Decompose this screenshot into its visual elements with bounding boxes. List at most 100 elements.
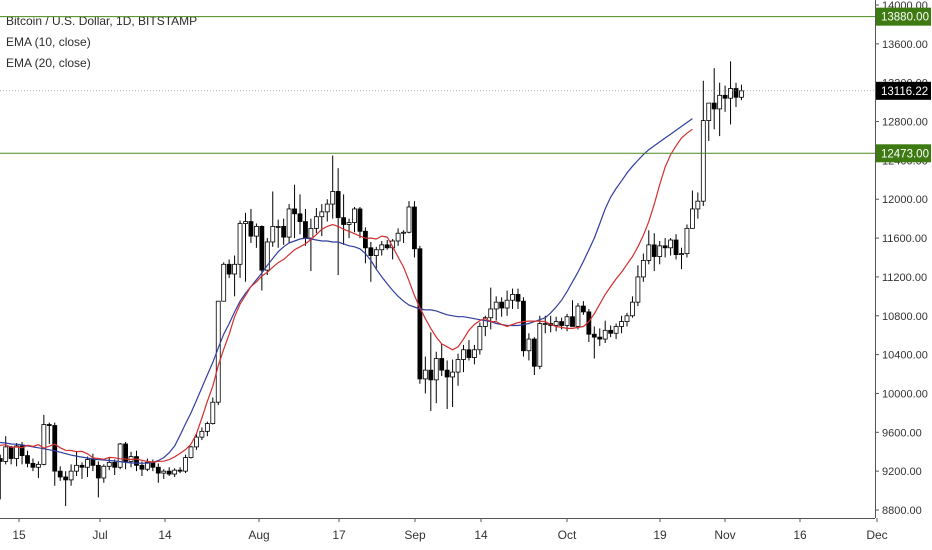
candle[interactable] xyxy=(25,450,30,468)
candle[interactable] xyxy=(183,454,188,474)
candle[interactable] xyxy=(673,234,679,260)
candle[interactable] xyxy=(395,228,401,246)
candle[interactable] xyxy=(8,445,14,465)
candle[interactable] xyxy=(728,61,733,125)
candle[interactable] xyxy=(684,224,690,258)
candle[interactable] xyxy=(466,340,472,361)
candle[interactable] xyxy=(292,184,297,239)
candle[interactable] xyxy=(313,207,319,234)
candle[interactable] xyxy=(433,351,439,404)
price-axis[interactable]: 14000.0013600.0013200.0012800.0012400.00… xyxy=(875,0,932,550)
level-price-tag[interactable] xyxy=(876,7,931,26)
candle[interactable] xyxy=(134,450,139,472)
candle[interactable] xyxy=(471,344,477,365)
candle[interactable] xyxy=(346,218,352,239)
candle[interactable] xyxy=(700,80,706,207)
candle[interactable] xyxy=(166,467,172,477)
candle[interactable] xyxy=(101,464,107,483)
candle[interactable] xyxy=(455,353,461,386)
current-price-tag[interactable] xyxy=(876,81,931,100)
candle[interactable] xyxy=(264,238,270,275)
candle[interactable] xyxy=(172,468,178,477)
candle[interactable] xyxy=(357,207,363,239)
candle[interactable] xyxy=(526,333,532,361)
candle[interactable] xyxy=(281,218,287,245)
candle[interactable] xyxy=(428,332,434,411)
level-price-tag[interactable] xyxy=(876,144,931,163)
candle[interactable] xyxy=(144,458,150,472)
candle[interactable] xyxy=(150,459,156,472)
candle[interactable] xyxy=(232,255,238,297)
candle[interactable] xyxy=(85,456,90,477)
candle[interactable] xyxy=(412,201,417,258)
candle[interactable] xyxy=(63,471,69,507)
candle[interactable] xyxy=(690,190,695,229)
candle[interactable] xyxy=(210,397,216,425)
candle[interactable] xyxy=(630,296,635,318)
candle[interactable] xyxy=(308,218,314,272)
candle[interactable] xyxy=(422,356,428,394)
candle[interactable] xyxy=(0,454,3,500)
candle[interactable] xyxy=(52,422,58,486)
candle[interactable] xyxy=(619,315,624,334)
candle[interactable] xyxy=(591,326,597,359)
candle[interactable] xyxy=(341,194,347,245)
candle[interactable] xyxy=(112,459,118,476)
candle[interactable] xyxy=(373,246,379,270)
candle[interactable] xyxy=(352,207,357,233)
candle[interactable] xyxy=(493,296,499,321)
candle[interactable] xyxy=(417,245,423,384)
candle[interactable] xyxy=(204,421,210,437)
candle[interactable] xyxy=(521,297,526,357)
candle[interactable] xyxy=(330,155,336,219)
candle[interactable] xyxy=(499,297,505,317)
candle[interactable] xyxy=(139,461,145,477)
candle[interactable] xyxy=(46,422,52,444)
candle[interactable] xyxy=(679,247,684,270)
candle[interactable] xyxy=(504,290,510,316)
candle[interactable] xyxy=(297,194,303,235)
candle[interactable] xyxy=(461,344,466,373)
candle[interactable] xyxy=(646,230,652,265)
candle[interactable] xyxy=(237,220,243,278)
candle[interactable] xyxy=(608,325,614,338)
candle[interactable] xyxy=(194,434,199,450)
candle[interactable] xyxy=(602,320,608,343)
candle[interactable] xyxy=(488,287,494,330)
candle[interactable] xyxy=(444,360,450,409)
candle[interactable] xyxy=(221,262,227,302)
candle[interactable] xyxy=(668,238,673,256)
candle[interactable] xyxy=(303,208,308,246)
candle[interactable] xyxy=(733,82,739,107)
candle[interactable] xyxy=(406,201,412,234)
candle[interactable] xyxy=(553,316,559,332)
time-axis[interactable]: 15 Jul 14 Aug 17 Sep 14 Oct 19 Nov 16 Dec xyxy=(0,518,888,542)
candle[interactable] xyxy=(41,414,47,466)
candle[interactable] xyxy=(515,288,521,309)
candle[interactable] xyxy=(531,337,537,376)
candle[interactable] xyxy=(3,436,9,465)
candle[interactable] xyxy=(477,322,483,355)
candle[interactable] xyxy=(226,259,232,278)
candle[interactable] xyxy=(79,462,85,479)
candle[interactable] xyxy=(450,359,456,408)
candle[interactable] xyxy=(177,467,183,474)
candle[interactable] xyxy=(36,461,41,478)
candle[interactable] xyxy=(259,225,265,291)
candle[interactable] xyxy=(401,230,406,243)
candle[interactable] xyxy=(439,343,445,376)
candle[interactable] xyxy=(651,233,657,272)
candle[interactable] xyxy=(117,442,123,470)
candle[interactable] xyxy=(68,464,74,486)
candle[interactable] xyxy=(657,240,663,265)
candle[interactable] xyxy=(188,445,194,459)
candle[interactable] xyxy=(30,458,36,472)
candle[interactable] xyxy=(199,427,205,441)
candle[interactable] xyxy=(384,240,390,250)
horizontal-levels[interactable] xyxy=(0,16,875,154)
candle[interactable] xyxy=(95,461,101,498)
candle[interactable] xyxy=(510,288,515,309)
candle[interactable] xyxy=(106,457,112,471)
candle[interactable] xyxy=(243,212,248,282)
